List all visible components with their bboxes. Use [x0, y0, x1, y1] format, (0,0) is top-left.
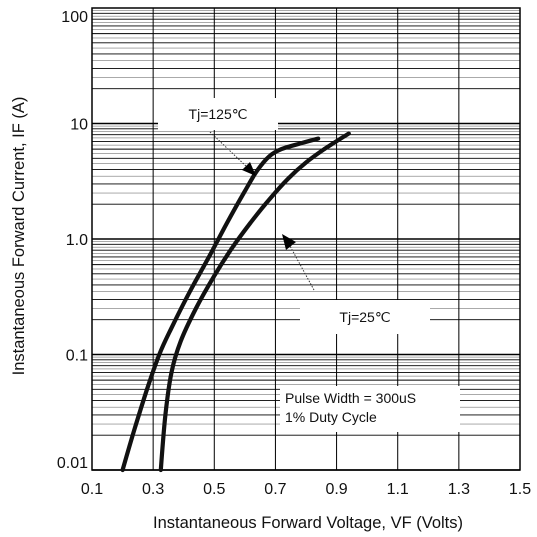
x-tick-label: 0.5	[203, 481, 225, 498]
x-tick-label: 0.9	[325, 481, 347, 498]
label-box-tj125	[158, 98, 278, 130]
label-box-pulse	[280, 386, 460, 432]
series-line-tj25	[158, 131, 351, 473]
arrow-tj125	[242, 162, 256, 176]
label-box-tj25	[300, 300, 430, 334]
x-tick-label: 1.5	[509, 481, 531, 498]
minor-grid	[92, 10, 520, 436]
x-tick-labels: 0.1 0.3 0.5 0.7 0.9 1.1 1.3 1.5	[81, 481, 531, 498]
arrow-tj25	[282, 234, 296, 250]
y-tick-label: 0.1	[66, 348, 88, 365]
y-tick-label: 10	[70, 117, 88, 134]
y-tick-label: 100	[61, 9, 88, 26]
series-layer	[120, 131, 351, 473]
y-tick-label: 1.0	[66, 232, 88, 249]
x-tick-label: 0.1	[81, 481, 103, 498]
y-axis-title: Instantaneous Forward Current, IF (A)	[10, 97, 28, 376]
y-tick-labels: 0.01 0.1 1.0 10 100	[57, 9, 88, 472]
label-tj25: Tj=25℃	[339, 309, 390, 325]
annotation-layer: Tj=125℃ Tj=25℃ Pulse Width = 300uS 1% Duty …	[158, 98, 460, 432]
series-line-tj125	[120, 136, 321, 473]
leader-tj125	[209, 131, 249, 169]
x-tick-label: 0.3	[142, 481, 164, 498]
label-pulse-line: 1% Duty Cycle	[285, 409, 377, 425]
plot-frame	[91, 7, 521, 471]
y-tick-label: 0.01	[57, 455, 88, 472]
x-tick-label: 1.1	[387, 481, 409, 498]
label-tj125: Tj=125℃	[189, 106, 248, 122]
x-tick-label: 0.7	[264, 481, 286, 498]
x-axis-title: Instantaneous Forward Voltage, VF (Volts…	[153, 514, 463, 532]
leader-tj25	[289, 245, 315, 291]
x-tick-label: 1.3	[448, 481, 470, 498]
label-pulse-line: Pulse Width = 300uS	[285, 390, 416, 406]
